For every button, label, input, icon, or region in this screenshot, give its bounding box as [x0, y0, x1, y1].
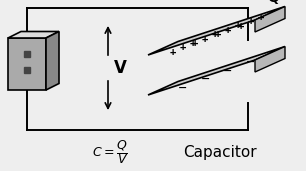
Polygon shape [8, 38, 46, 90]
Text: −: − [178, 83, 187, 93]
Polygon shape [148, 6, 285, 55]
Text: Q: Q [267, 0, 279, 5]
Polygon shape [255, 6, 285, 32]
Text: +: + [248, 16, 254, 26]
Text: −: − [223, 65, 233, 76]
Text: −: − [200, 74, 210, 84]
Text: −: − [246, 57, 255, 67]
Text: +: + [169, 47, 176, 57]
Text: +: + [179, 42, 185, 52]
Text: +: + [225, 25, 231, 35]
Text: +: + [258, 12, 264, 22]
Text: +: + [235, 21, 241, 30]
Text: +: + [202, 34, 208, 44]
Text: $C = \dfrac{Q}{V}$: $C = \dfrac{Q}{V}$ [92, 138, 128, 166]
Polygon shape [8, 31, 59, 38]
Text: +: + [189, 38, 196, 48]
Polygon shape [148, 47, 285, 95]
Text: V: V [114, 59, 126, 77]
Text: +: + [192, 38, 198, 48]
Text: +: + [212, 29, 218, 39]
Text: +: + [237, 21, 244, 31]
Polygon shape [255, 47, 285, 72]
Text: +: + [215, 29, 221, 40]
Text: Capacitor: Capacitor [183, 144, 257, 160]
Polygon shape [46, 31, 59, 90]
